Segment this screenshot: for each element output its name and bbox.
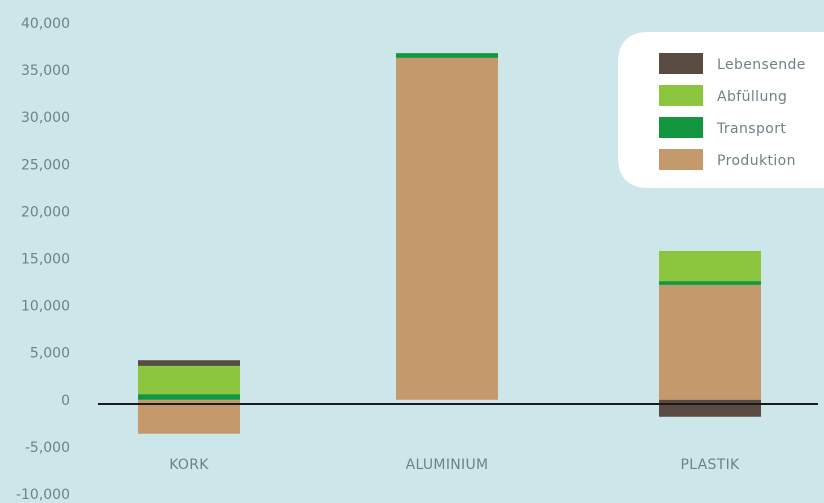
x-category-label: PLASTIK	[681, 457, 741, 473]
x-axis-categories: KORK ALUMINIUM PLASTIK	[169, 457, 741, 473]
legend-swatch	[659, 149, 703, 170]
x-category-label: KORK	[169, 457, 209, 473]
legend-label: Abfüllung	[717, 89, 787, 105]
legend-swatch	[659, 117, 703, 138]
legend-label: Lebensende	[717, 57, 806, 73]
bar-segment-aluminium-produktion	[396, 57, 498, 400]
y-tick-label: 40,000	[21, 16, 70, 32]
x-category-label: ALUMINIUM	[406, 457, 489, 473]
legend-swatch	[659, 85, 703, 106]
y-tick-label: -5,000	[25, 440, 70, 456]
legend-label: Transport	[716, 121, 786, 137]
bar-segment-kork-abfüllung	[138, 365, 240, 395]
y-tick-label: -10,000	[16, 487, 70, 503]
legend-swatch	[659, 53, 703, 74]
bar-segment-plastik-produktion	[659, 284, 761, 400]
y-tick-label: 30,000	[21, 110, 70, 126]
y-tick-label: 10,000	[21, 299, 70, 315]
y-axis-ticks: 40,000 35,000 30,000 25,000 20,000 15,000 10,0…	[16, 16, 70, 503]
y-tick-label: 20,000	[21, 204, 70, 220]
y-tick-label: 35,000	[21, 63, 70, 79]
bar-segment-plastik-lebensende	[659, 399, 761, 417]
y-tick-label: 5,000	[30, 346, 70, 362]
bar-segment-kork-lebensende	[138, 360, 240, 366]
bar-segment-plastik-abfüllung	[659, 250, 761, 282]
legend-label: Produktion	[717, 153, 796, 169]
y-tick-label: 15,000	[21, 252, 70, 268]
bar-segment-kork-transport	[138, 394, 240, 400]
bar-segment-plastik-transport	[659, 281, 761, 285]
legend: Lebensende Abfüllung Transport Produktion	[618, 32, 824, 188]
bars	[138, 53, 761, 434]
bar-segment-aluminium-transport	[396, 53, 498, 58]
y-tick-label: 25,000	[21, 157, 70, 173]
y-tick-label: 0	[61, 393, 70, 409]
bar-segment-kork-produktion	[138, 399, 240, 434]
